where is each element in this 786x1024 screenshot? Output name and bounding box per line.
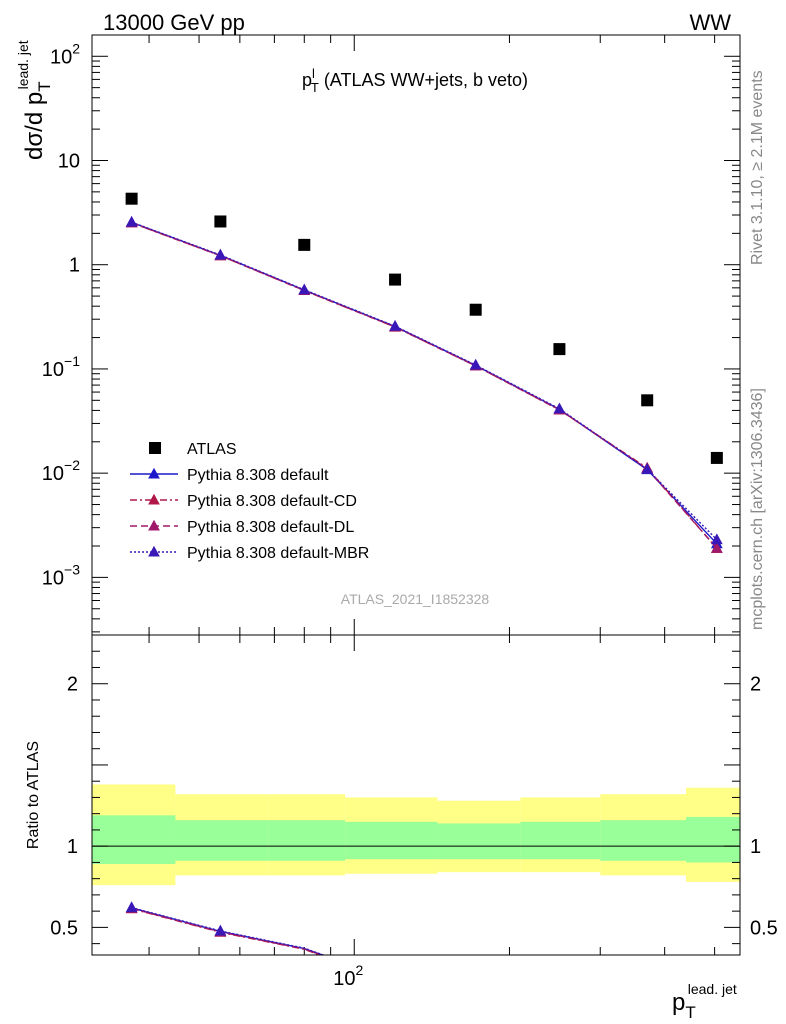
legend-item: ATLAS [149, 441, 237, 458]
legend-item: Pythia 8.308 default-MBR [130, 545, 369, 562]
rivet-label: Rivet 3.1.10, ≥ 2.1M events [749, 70, 766, 265]
main-y-tick-label: 10−3 [42, 561, 80, 589]
mc-point [553, 402, 566, 414]
main-y-tick-label: 10−2 [42, 457, 80, 485]
band-inner-bin [686, 816, 740, 863]
mcplots-label: mcplots.cern.ch [arXiv:1306.3436] [749, 388, 766, 630]
ratio-point [214, 924, 227, 936]
band-inner-bin [437, 823, 521, 860]
band-inner-bin [92, 815, 176, 865]
xlabel-base: p [672, 989, 685, 1016]
atlas-data-point [710, 451, 723, 464]
mc-point [125, 215, 138, 227]
legend-marker-triangle [148, 467, 160, 479]
ratio-point [125, 901, 138, 913]
main-ylabel-superscript: lead. jet [15, 40, 31, 89]
main-y-tick-label: 10−1 [42, 353, 80, 381]
mc-point [711, 533, 723, 545]
main-ylabel-base: dσ/d p [21, 92, 48, 160]
axis-ticks [92, 35, 740, 955]
legend-label: ATLAS [187, 441, 237, 458]
ratio-y-tick-label-left: 2 [67, 674, 78, 696]
ratio-line [131, 907, 324, 955]
legend-marker-triangle [148, 545, 160, 557]
plot-title-superscript: l [312, 66, 315, 81]
legend-marker-triangle [148, 493, 160, 505]
legend-item: Pythia 8.308 default-DL [130, 519, 354, 536]
atlas-data-point [553, 343, 566, 356]
atlas-data-point [641, 394, 654, 407]
ratio-line [131, 906, 326, 955]
band-inner-bin [520, 821, 601, 860]
legend-label: Pythia 8.308 default-MBR [187, 545, 369, 562]
band-inner-bin [175, 820, 268, 861]
series-layer [125, 192, 723, 955]
plot-title-rest: (ATLAS WW+jets, b veto) [319, 70, 528, 90]
legend-label: Pythia 8.308 default-DL [187, 519, 354, 536]
ratio-plot-frame [91, 634, 741, 956]
main-y-tick-label: 1 [69, 255, 80, 277]
legend-marker-square [149, 442, 161, 454]
legend-label: Pythia 8.308 default-CD [187, 493, 357, 510]
axis-tick-labels: 102 10 1 10−1 10−2 10−3 2 2 1 1 0.5 0.5 102 [42, 40, 778, 990]
band-inner-bin [600, 820, 687, 861]
xlabel: pTlead. jet [672, 981, 737, 1022]
xlabel-superscript: lead. jet [688, 981, 737, 997]
legend-label: Pythia 8.308 default [187, 467, 329, 484]
mc-point [214, 248, 227, 260]
main-ylabel-subscript: T [35, 81, 54, 91]
legend-item: Pythia 8.308 default-CD [130, 493, 357, 510]
plot-title: pl T (ATLAS WW+jets, b veto) [302, 66, 528, 95]
mc-point [469, 358, 482, 370]
legend-marker-triangle [148, 519, 160, 531]
ratio-uncertainty-bands [92, 784, 740, 886]
plot-title-subscript: T [311, 80, 319, 95]
main-ylabel: dσ/d pTlead. jet [15, 40, 54, 160]
ratio-y-tick-label-left: 0.5 [50, 917, 78, 939]
band-inner-bin [345, 821, 438, 860]
mc-line [131, 222, 718, 549]
mc-point [298, 283, 311, 295]
mc-point [641, 462, 654, 474]
series-pythia-8-308-default-mbr [125, 215, 723, 545]
mc-point [389, 319, 401, 331]
ratio-series [125, 901, 326, 955]
ratio-y-tick-label-right: 0.5 [750, 917, 778, 939]
plot-title-symbol: p [302, 70, 312, 90]
atlas-data-point [389, 273, 402, 286]
atlas-data-point [298, 238, 311, 251]
header-right-label: WW [689, 10, 731, 35]
header-left-label: 13000 GeV pp [103, 10, 245, 35]
mc-point [711, 542, 723, 553]
ratio-y-tick-label-left: 1 [67, 836, 78, 858]
legend: ATLAS Pythia 8.308 default Pythia 8.308 de… [130, 441, 369, 562]
main-y-tick-label: 10 [58, 150, 80, 172]
band-inner-bin [267, 820, 346, 861]
atlas-data-point [125, 192, 138, 205]
mc-line [131, 221, 718, 541]
legend-item: Pythia 8.308 default [130, 467, 329, 484]
x-tick-label: 102 [333, 962, 363, 990]
ratio-y-tick-label-right: 2 [750, 674, 761, 696]
ratio-ylabel: Ratio to ATLAS [25, 741, 42, 849]
atlas-data-point [469, 303, 482, 316]
series-atlas [125, 192, 723, 464]
atlas-data-point [214, 215, 227, 228]
main-y-tick-label: 102 [50, 40, 80, 68]
xlabel-subscript: T [685, 1003, 695, 1022]
analysis-watermark: ATLAS_2021_I1852328 [341, 591, 490, 607]
ratio-y-tick-label-right: 1 [750, 836, 761, 858]
